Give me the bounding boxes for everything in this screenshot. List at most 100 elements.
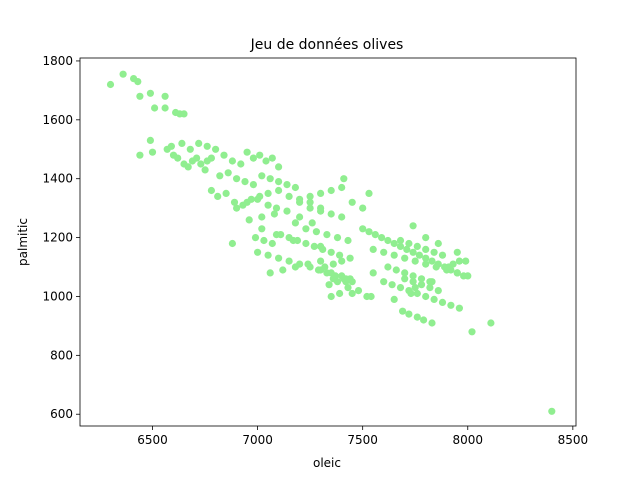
data-point [237,160,245,168]
data-point [256,151,264,159]
data-point [272,204,281,212]
data-point [285,257,293,265]
data-point [302,225,310,233]
data-point [212,145,220,153]
data-point [396,236,405,245]
data-point [411,257,419,265]
chart-title: Jeu de données olives [250,37,404,53]
data-point [401,275,409,283]
data-point [344,236,352,245]
data-point [233,175,241,183]
data-point [415,251,423,259]
data-point [409,272,417,280]
data-point [275,178,283,186]
data-point [390,251,398,259]
data-point [289,236,297,245]
data-point [148,148,157,156]
data-point [409,248,417,256]
plot-frame [79,57,577,427]
data-point [283,207,291,215]
data-point [422,245,430,253]
data-point [426,284,434,292]
data-point [317,189,325,197]
data-point [283,181,291,189]
data-point [417,275,426,283]
data-point [216,172,224,180]
x-tick-label: 8000 [452,433,483,447]
data-point [203,142,211,150]
data-point [327,186,335,195]
data-point [310,242,318,250]
data-point [134,78,142,86]
data-point [413,313,421,321]
data-point [413,242,421,250]
data-point [331,272,339,280]
data-point [254,195,262,203]
data-point [296,195,304,203]
data-point [161,92,169,100]
data-point [228,239,236,248]
data-point [396,284,405,292]
data-point [340,175,348,183]
data-point [399,307,407,315]
y-axis-label: palmitic [16,218,30,266]
data-point [275,254,283,262]
data-point [258,172,266,180]
data-point [403,245,411,253]
data-point [146,89,154,97]
y-tick-label: 1600 [42,113,73,127]
data-point [296,213,304,221]
data-point [422,234,430,242]
data-point [430,295,438,303]
data-point [254,248,262,256]
data-point [380,278,388,286]
data-point [169,151,178,159]
data-point [438,298,447,306]
data-point [428,257,436,265]
data-point [260,236,268,245]
data-point [186,145,194,153]
data-point [413,289,421,298]
data-point [325,281,333,289]
data-point [333,234,342,242]
data-point [468,328,476,336]
data-point [455,257,463,265]
data-point [312,228,320,236]
data-point [207,186,215,195]
data-point [449,260,457,268]
data-point [447,301,455,309]
data-point [417,281,426,289]
data-point [327,248,335,256]
data-point [411,284,419,292]
data-point [422,260,430,268]
y-tick-label: 800 [50,348,73,362]
data-point [136,151,144,159]
data-point [348,198,356,206]
data-point [270,210,278,218]
data-point [348,278,356,286]
data-point [455,304,463,312]
data-point [329,260,337,268]
data-point [285,192,293,200]
data-point [420,316,428,324]
data-point [207,154,215,162]
data-point [327,210,335,218]
data-point [275,163,283,171]
data-point [266,269,274,277]
data-point [262,157,270,165]
data-point [306,192,314,200]
data-point [268,239,276,248]
data-point [306,198,314,206]
y-tick-label: 600 [50,407,73,421]
data-point [405,239,413,248]
data-point [388,281,396,289]
data-point [266,175,274,183]
data-point [306,204,314,212]
data-point [422,254,430,262]
data-point [344,284,352,292]
data-point [422,292,430,301]
data-point [401,254,409,262]
y-tick-label: 1200 [42,231,73,245]
x-tick-label: 8500 [558,433,589,447]
